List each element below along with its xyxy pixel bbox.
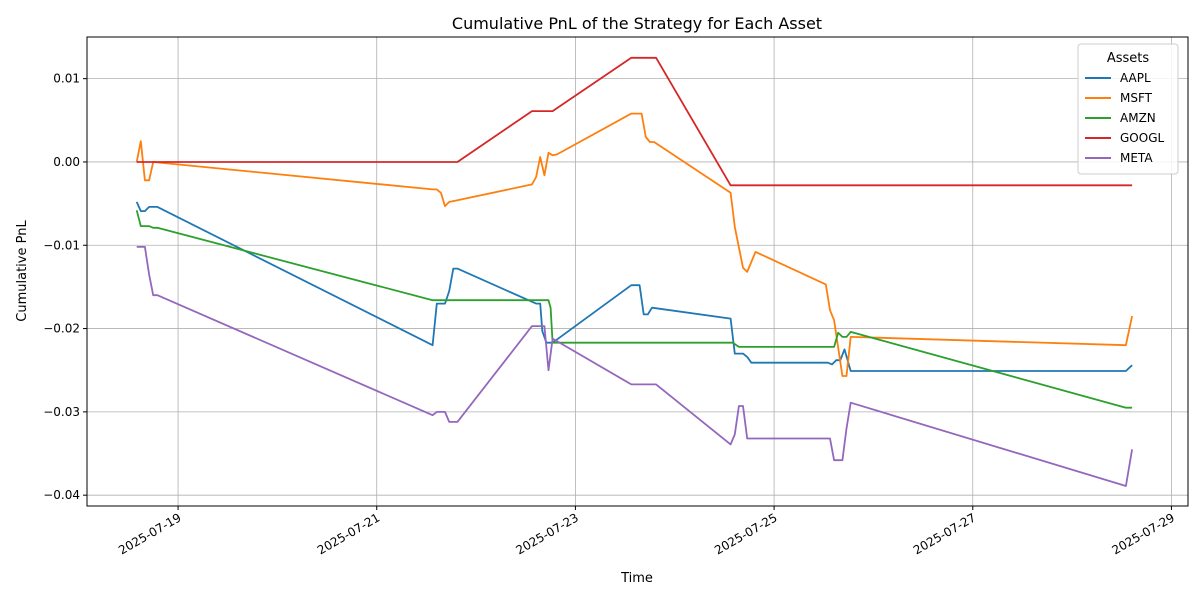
x-axis-label: Time (620, 571, 653, 586)
series-line-googl (136, 56, 1133, 187)
y-tick-label: 0.00 (53, 155, 80, 169)
legend-label: GOOGL (1120, 131, 1164, 145)
legend: Assets AAPL MSFT AMZN GOOGL META (1077, 43, 1179, 175)
series-line-aapl (135, 201, 1133, 372)
series-lines (135, 56, 1133, 487)
y-tick-label: −0.01 (43, 238, 80, 252)
series-line-meta (136, 245, 1133, 487)
legend-title: Assets (1107, 51, 1150, 66)
legend-box (1077, 43, 1179, 175)
y-tick-label: −0.02 (43, 322, 80, 336)
y-tick-label: 0.01 (53, 72, 80, 86)
series-line-msft (135, 112, 1133, 377)
series-line-amzn (135, 210, 1133, 409)
legend-label: META (1120, 151, 1153, 165)
y-axis-label: Cumulative PnL (15, 220, 30, 322)
legend-label: AMZN (1120, 111, 1156, 125)
y-axis: 0.01 0.00 −0.01 −0.02 −0.03 −0.04 (43, 72, 87, 502)
plot-frame (86, 36, 1189, 507)
y-tick-label: −0.03 (43, 405, 80, 419)
legend-label: MSFT (1120, 91, 1153, 105)
y-tick-label: −0.04 (43, 488, 80, 502)
chart-title: Cumulative PnL of the Strategy for Each … (452, 14, 822, 33)
legend-label: AAPL (1120, 71, 1151, 85)
